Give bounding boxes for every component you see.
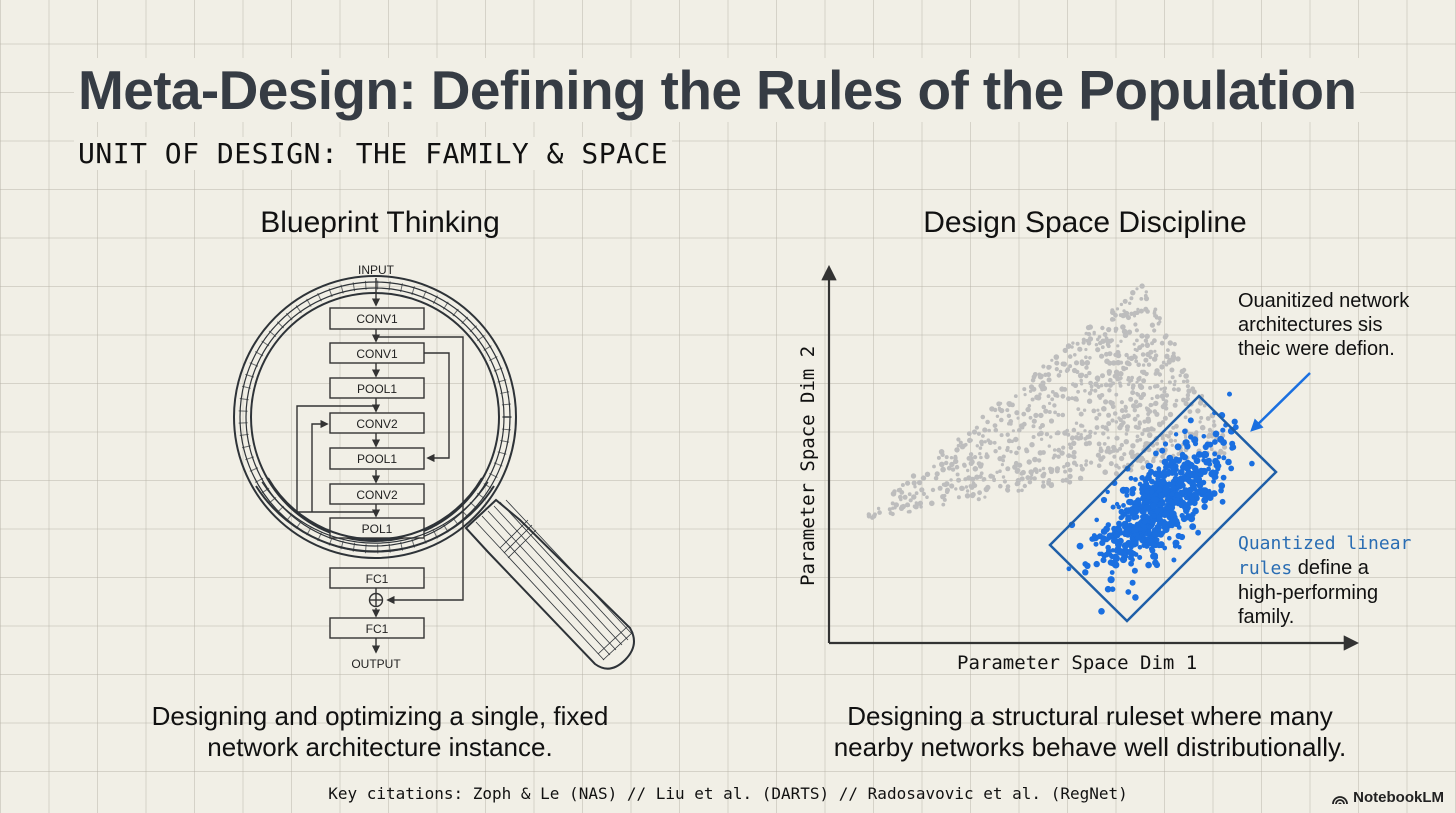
page-title: Meta-Design: Defining the Rules of the P…: [74, 58, 1361, 122]
right-panel-heading: Design Space Discipline: [923, 206, 1247, 239]
highlight-quantized-linear: Quantized linear: [1238, 533, 1412, 554]
svg-text:CONV1: CONV1: [356, 312, 398, 326]
svg-text:CONV1: CONV1: [356, 347, 398, 361]
citations: Key citations: Zoph & Le (NAS) // Liu et…: [328, 784, 1128, 803]
highlight-rules: rules: [1238, 558, 1293, 579]
magnifying-glass-icon: INPUT CONV1 CONV1 POOL1 CONV2 POOL1 CONV…: [233, 263, 635, 671]
annotation-arrow-icon: [1250, 372, 1311, 432]
scatter-plot-svg: [821, 264, 1360, 651]
svg-text:POL1: POL1: [362, 522, 393, 536]
right-caption-line-2: nearby networks behave well distribution…: [833, 732, 1347, 762]
svg-text:CONV2: CONV2: [356, 417, 398, 431]
notebooklm-brand: NotebookLM: [1332, 789, 1444, 806]
left-panel-heading: Blueprint Thinking: [260, 206, 500, 239]
right-panel-caption: Designing a structural ruleset where man…: [800, 701, 1380, 763]
left-panel-caption: Designing and optimizing a single, fixed…: [100, 701, 660, 763]
family-region-box: [1048, 394, 1278, 623]
y-axis-label: Parameter Space Dim 2: [797, 345, 819, 586]
background-points: [866, 283, 1228, 520]
svg-text:CONV2: CONV2: [356, 488, 398, 502]
blueprint-diagram: INPUT CONV1 CONV1 POOL1 CONV2 POOL1 CONV…: [225, 258, 645, 688]
svg-text:FC1: FC1: [366, 572, 389, 586]
notebooklm-logo-icon: [1332, 795, 1349, 804]
annotation-bottom: Quantized linear rules define a high-per…: [1238, 533, 1412, 628]
design-space-scatter-plot: [780, 255, 1380, 685]
svg-text:OUTPUT: OUTPUT: [351, 657, 401, 671]
svg-text:POOL1: POOL1: [357, 382, 397, 396]
x-axis-label: Parameter Space Dim 1: [957, 652, 1198, 674]
page-subtitle: UNIT OF DESIGN: THE FAMILY & SPACE: [74, 137, 673, 170]
family-points: [1066, 391, 1255, 615]
svg-text:FC1: FC1: [366, 622, 389, 636]
right-caption-line-1: Designing a structural ruleset where man…: [847, 701, 1333, 731]
svg-text:POOL1: POOL1: [357, 452, 397, 466]
left-caption-line-2: network architecture instance.: [207, 732, 553, 762]
left-caption-line-1: Designing and optimizing a single, fixed: [151, 701, 609, 731]
svg-text:INPUT: INPUT: [358, 263, 395, 277]
annotation-top: Ouanitized network architectures sis the…: [1238, 290, 1410, 360]
